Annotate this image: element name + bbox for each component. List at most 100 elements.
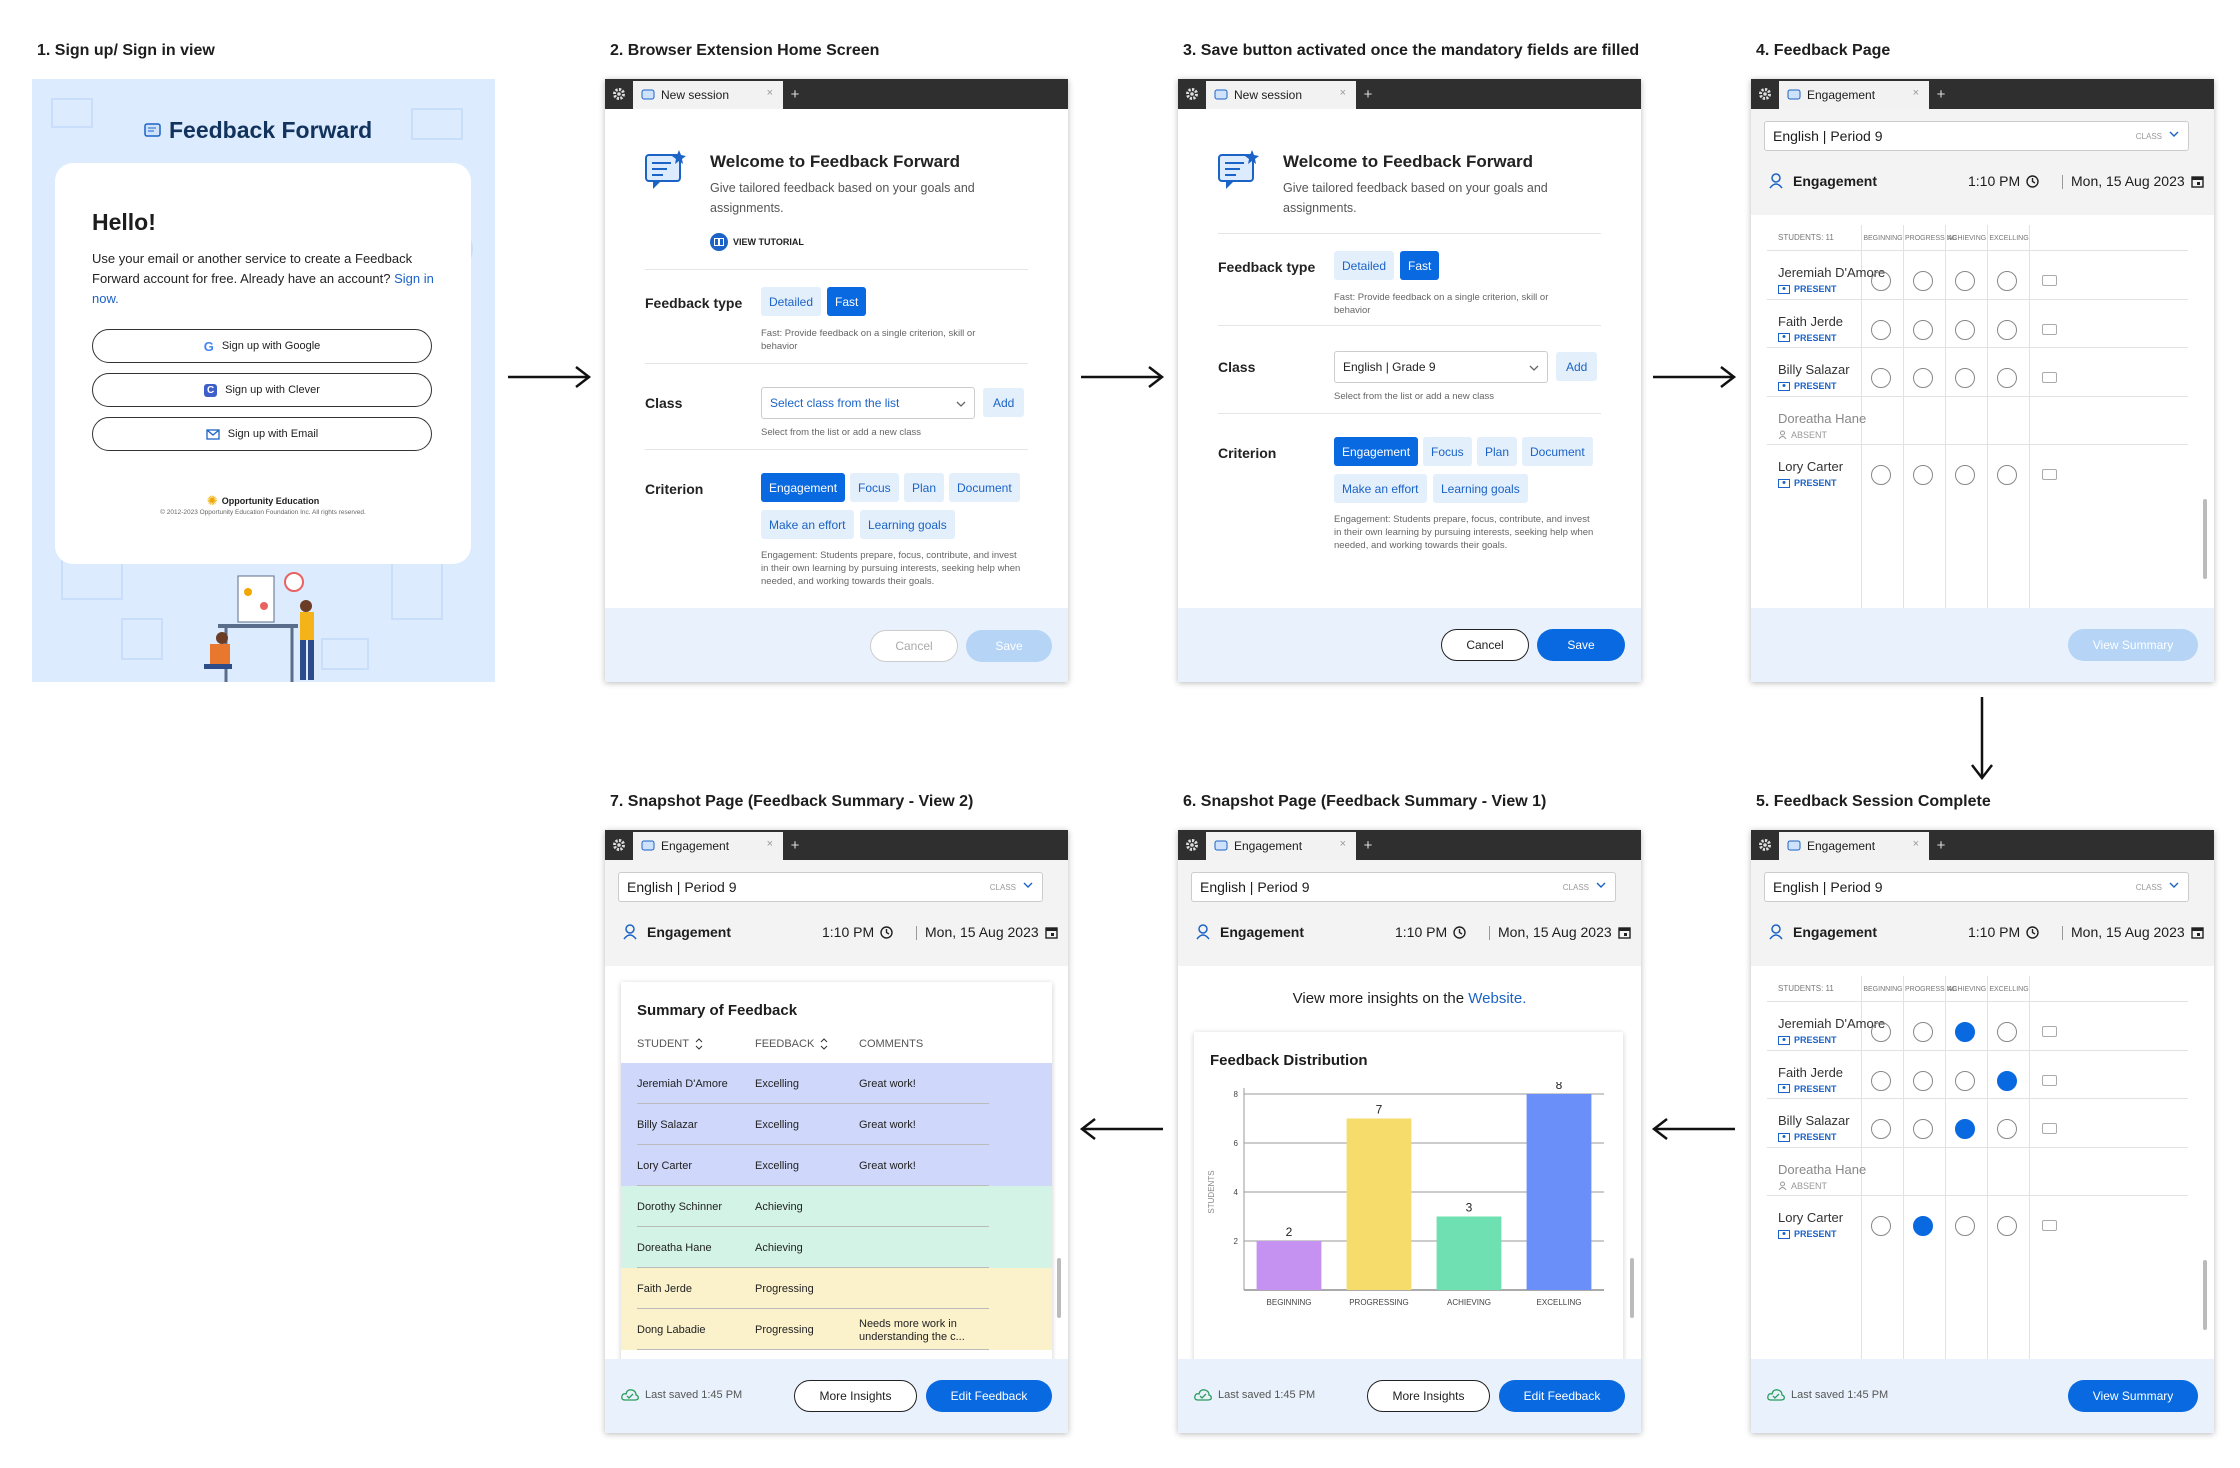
- class-select[interactable]: English | Period 9 CLASS: [1764, 121, 2189, 151]
- level-radio[interactable]: [1871, 368, 1891, 388]
- settings-gear-icon[interactable]: [1178, 830, 1206, 860]
- new-tab-plus-icon[interactable]: +: [1936, 85, 1946, 103]
- more-insights-button[interactable]: More Insights: [794, 1380, 917, 1412]
- cancel-button[interactable]: Cancel: [870, 630, 958, 662]
- google-signup-button[interactable]: G Sign up with Google: [92, 329, 432, 363]
- column-feedback[interactable]: FEEDBACK: [755, 1038, 828, 1050]
- level-radio[interactable]: [1955, 319, 1975, 340]
- clever-signup-button[interactable]: C Sign up with Clever: [92, 373, 432, 407]
- save-button[interactable]: Save: [966, 630, 1052, 662]
- tab-new-session[interactable]: New session ×: [633, 81, 783, 109]
- student-status[interactable]: PRESENT: [1778, 1084, 1837, 1094]
- email-signup-button[interactable]: Sign up with Email: [92, 417, 432, 451]
- class-select[interactable]: Select class from the list: [761, 387, 975, 419]
- criterion-chip-engagement[interactable]: Engagement: [1334, 437, 1419, 466]
- level-radio[interactable]: [1955, 368, 1975, 388]
- criterion-chip-make-an-effort[interactable]: Make an effort: [1334, 474, 1427, 503]
- tab-engagement[interactable]: Engagement ×: [1779, 81, 1929, 109]
- comment-icon[interactable]: [2042, 275, 2057, 286]
- level-radio[interactable]: [1997, 1119, 2017, 1139]
- level-radio[interactable]: [1997, 1216, 2017, 1236]
- settings-gear-icon[interactable]: [1178, 79, 1206, 109]
- tab-new-session[interactable]: New session ×: [1206, 81, 1356, 109]
- scrollbar[interactable]: [1057, 1258, 1061, 1318]
- level-radio[interactable]: [1871, 1070, 1891, 1091]
- class-select[interactable]: English | Grade 9: [1334, 351, 1548, 383]
- criterion-chip-plan[interactable]: Plan: [1477, 437, 1518, 466]
- settings-gear-icon[interactable]: [605, 830, 633, 860]
- signin-link[interactable]: Sign in now.: [92, 271, 434, 306]
- level-radio[interactable]: [1871, 319, 1891, 340]
- scrollbar[interactable]: [2203, 499, 2207, 579]
- level-radio[interactable]: [1997, 368, 2017, 388]
- detailed-chip[interactable]: Detailed: [761, 287, 822, 316]
- scrollbar[interactable]: [1630, 1258, 1634, 1318]
- more-insights-button[interactable]: More Insights: [1367, 1380, 1490, 1412]
- new-tab-plus-icon[interactable]: +: [1363, 85, 1373, 103]
- comment-icon[interactable]: [2042, 1026, 2057, 1037]
- level-radio[interactable]: [1871, 465, 1891, 485]
- criterion-chip-document[interactable]: Document: [1522, 437, 1593, 466]
- close-tab-icon[interactable]: ×: [1912, 87, 1919, 99]
- comment-icon[interactable]: [2042, 469, 2057, 480]
- criterion-chip-plan[interactable]: Plan: [904, 473, 945, 502]
- class-select[interactable]: English | Period 9 CLASS: [1764, 872, 2189, 902]
- new-tab-plus-icon[interactable]: +: [790, 836, 800, 854]
- view-tutorial-link[interactable]: VIEW TUTORIAL: [710, 233, 804, 251]
- level-radio[interactable]: [1955, 271, 1975, 291]
- edit-feedback-button[interactable]: Edit Feedback: [926, 1380, 1052, 1412]
- student-status[interactable]: PRESENT: [1778, 284, 1837, 294]
- level-radio[interactable]: [1955, 1070, 1975, 1091]
- level-radio[interactable]: [1997, 271, 2017, 291]
- criterion-chip-focus[interactable]: Focus: [850, 473, 899, 502]
- comment-icon[interactable]: [2042, 1074, 2057, 1086]
- criterion-chip-focus[interactable]: Focus: [1423, 437, 1472, 466]
- new-tab-plus-icon[interactable]: +: [1363, 836, 1373, 854]
- add-class-button[interactable]: Add: [983, 388, 1025, 417]
- student-status[interactable]: PRESENT: [1778, 1035, 1837, 1045]
- level-radio[interactable]: [1997, 465, 2017, 485]
- new-tab-plus-icon[interactable]: +: [790, 85, 800, 103]
- level-radio[interactable]: [1871, 1119, 1891, 1139]
- view-summary-button[interactable]: View Summary: [2068, 629, 2198, 661]
- close-tab-icon[interactable]: ×: [766, 838, 773, 850]
- settings-gear-icon[interactable]: [1751, 79, 1779, 109]
- tab-engagement[interactable]: Engagement ×: [633, 832, 783, 860]
- level-radio[interactable]: [1955, 465, 1975, 485]
- level-radio[interactable]: [1955, 1022, 1975, 1042]
- level-radio[interactable]: [1913, 1119, 1933, 1139]
- tab-engagement[interactable]: Engagement ×: [1779, 832, 1929, 860]
- tab-engagement[interactable]: Engagement ×: [1206, 832, 1356, 860]
- level-radio[interactable]: [1913, 319, 1933, 340]
- class-select[interactable]: English | Period 9 CLASS: [1191, 872, 1616, 902]
- student-status[interactable]: PRESENT: [1778, 381, 1837, 391]
- level-radio[interactable]: [1871, 271, 1891, 291]
- close-tab-icon[interactable]: ×: [1912, 838, 1919, 850]
- level-radio[interactable]: [1955, 1119, 1975, 1139]
- fast-chip[interactable]: Fast: [1400, 251, 1440, 280]
- level-radio[interactable]: [1997, 1070, 2017, 1091]
- level-radio[interactable]: [1913, 1070, 1933, 1091]
- level-radio[interactable]: [1871, 1216, 1891, 1236]
- comment-icon[interactable]: [2042, 1123, 2057, 1134]
- edit-feedback-button[interactable]: Edit Feedback: [1499, 1380, 1625, 1412]
- close-tab-icon[interactable]: ×: [766, 87, 773, 99]
- comment-icon[interactable]: [2042, 1220, 2057, 1231]
- student-status[interactable]: ABSENT: [1778, 1181, 1827, 1191]
- comment-icon[interactable]: [2042, 323, 2057, 335]
- level-radio[interactable]: [1913, 1216, 1933, 1236]
- level-radio[interactable]: [1871, 1022, 1891, 1042]
- level-radio[interactable]: [1913, 271, 1933, 291]
- column-student[interactable]: STUDENT: [637, 1038, 703, 1050]
- student-status[interactable]: PRESENT: [1778, 1132, 1837, 1142]
- settings-gear-icon[interactable]: [605, 79, 633, 109]
- criterion-chip-make-an-effort[interactable]: Make an effort: [761, 510, 854, 539]
- criterion-chip-engagement[interactable]: Engagement: [761, 473, 846, 502]
- level-radio[interactable]: [1997, 319, 2017, 340]
- view-summary-button[interactable]: View Summary: [2068, 1380, 2198, 1412]
- student-status[interactable]: ABSENT: [1778, 430, 1827, 440]
- criterion-chip-learning-goals[interactable]: Learning goals: [860, 510, 955, 539]
- level-radio[interactable]: [1913, 368, 1933, 388]
- save-button[interactable]: Save: [1537, 629, 1625, 661]
- level-radio[interactable]: [1913, 1022, 1933, 1042]
